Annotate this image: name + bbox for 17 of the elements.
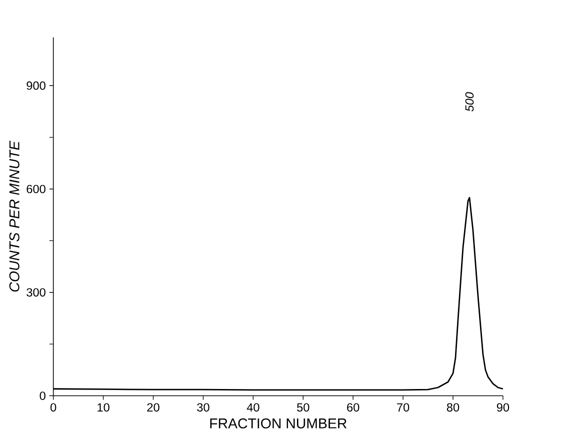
x-tick-label: 60 bbox=[347, 403, 360, 412]
x-tick-label: 80 bbox=[446, 403, 460, 412]
x-tick-label: 50 bbox=[297, 403, 310, 412]
annotation: 500 bbox=[465, 92, 474, 112]
y-tick-label: 900 bbox=[26, 81, 46, 90]
x-tick-label: 40 bbox=[246, 403, 260, 412]
x-tick-label: 10 bbox=[98, 403, 110, 412]
x-tick-label: 20 bbox=[147, 403, 160, 412]
x-tick-label: 70 bbox=[397, 403, 410, 412]
y-axis-title: COUNTS PER MINUTE bbox=[9, 140, 20, 292]
x-tick-label: 90 bbox=[496, 403, 510, 412]
y-tick-label: 300 bbox=[26, 288, 46, 297]
x-axis-title: FRACTION NUMBER bbox=[210, 418, 347, 428]
x-tick-label: 30 bbox=[197, 403, 210, 412]
y-tick-label: 0 bbox=[40, 392, 46, 400]
y-tick-label: 600 bbox=[26, 184, 46, 194]
x-tick-label: 0 bbox=[50, 403, 56, 412]
